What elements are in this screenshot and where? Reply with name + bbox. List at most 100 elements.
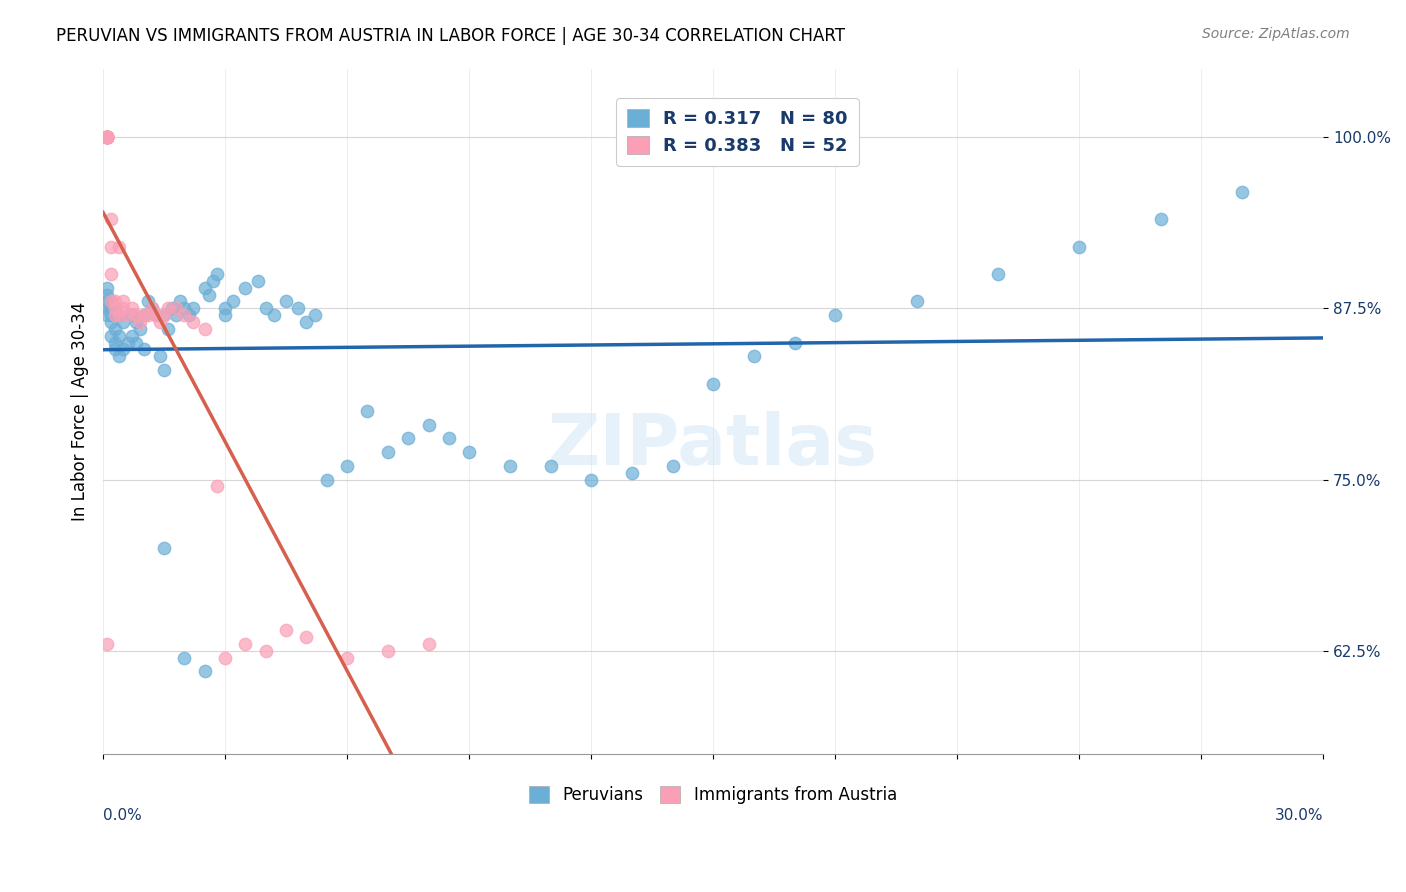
Point (100, 294, 122, 309)
Point (128, 322, 150, 336)
Point (181, 301, 204, 316)
Point (96, 130, 118, 145)
Point (165, 308, 187, 322)
Point (121, 308, 143, 322)
Point (620, 466, 643, 480)
Point (157, 322, 180, 336)
Point (96, 130, 118, 145)
Point (96, 287, 118, 301)
Point (96, 130, 118, 145)
Point (96, 130, 118, 145)
Point (263, 308, 285, 322)
Point (201, 274, 224, 288)
Point (276, 624, 298, 638)
Point (96, 637, 118, 651)
Point (198, 287, 221, 301)
Point (124, 308, 146, 322)
Point (1149, 212, 1171, 227)
Point (276, 294, 298, 309)
Point (235, 281, 257, 295)
Point (153, 363, 176, 377)
Point (141, 301, 163, 316)
Point (153, 308, 176, 322)
Point (287, 301, 309, 316)
Point (315, 473, 337, 487)
Point (96, 130, 118, 145)
Point (742, 349, 765, 363)
Point (254, 301, 277, 316)
Point (145, 308, 167, 322)
Point (96, 308, 118, 322)
Point (165, 301, 187, 316)
Point (246, 274, 269, 288)
Point (96, 281, 118, 295)
Point (377, 445, 399, 459)
Point (295, 315, 318, 329)
Point (124, 315, 146, 329)
Point (336, 458, 359, 473)
Point (104, 301, 127, 316)
Point (96, 301, 118, 316)
Point (194, 281, 217, 295)
Text: ZIPatlas: ZIPatlas (548, 411, 879, 480)
Point (96, 130, 118, 145)
Point (108, 308, 131, 322)
Point (104, 322, 127, 336)
Point (112, 301, 135, 316)
Point (96, 130, 118, 145)
Point (783, 335, 806, 350)
Point (132, 343, 155, 357)
Point (112, 343, 135, 357)
Point (1069, 239, 1091, 253)
Point (987, 267, 1010, 281)
Point (661, 458, 683, 473)
Point (117, 335, 139, 350)
Point (177, 308, 200, 322)
Point (112, 315, 135, 329)
Point (418, 417, 440, 432)
Point (141, 301, 163, 316)
Point (136, 308, 159, 322)
Point (104, 335, 127, 350)
Point (181, 315, 204, 329)
Point (100, 212, 122, 227)
Point (108, 349, 131, 363)
Point (169, 294, 191, 309)
Point (235, 637, 257, 651)
Point (104, 301, 127, 316)
Point (153, 541, 176, 555)
Point (104, 343, 127, 357)
Point (157, 301, 180, 316)
Point (117, 308, 139, 322)
Point (96, 130, 118, 145)
Point (905, 294, 928, 309)
Point (124, 335, 146, 350)
Point (418, 637, 440, 651)
Point (254, 644, 277, 658)
Point (128, 315, 150, 329)
Point (173, 308, 195, 322)
Point (96, 130, 118, 145)
Point (214, 301, 236, 316)
Y-axis label: In Labor Force | Age 30-34: In Labor Force | Age 30-34 (72, 301, 89, 521)
Text: 30.0%: 30.0% (1275, 808, 1323, 823)
Text: Source: ZipAtlas.com: Source: ZipAtlas.com (1202, 27, 1350, 41)
Point (214, 308, 236, 322)
Point (336, 650, 359, 665)
Point (194, 322, 217, 336)
Point (100, 294, 122, 309)
Point (356, 404, 378, 418)
Point (96, 130, 118, 145)
Point (100, 308, 122, 322)
Point (96, 130, 118, 145)
Point (100, 301, 122, 316)
Point (100, 239, 122, 253)
Point (162, 301, 184, 316)
Point (104, 294, 127, 309)
Point (173, 650, 195, 665)
Point (96, 130, 118, 145)
Point (437, 432, 460, 446)
Point (96, 294, 118, 309)
Point (295, 630, 318, 644)
Point (458, 445, 481, 459)
